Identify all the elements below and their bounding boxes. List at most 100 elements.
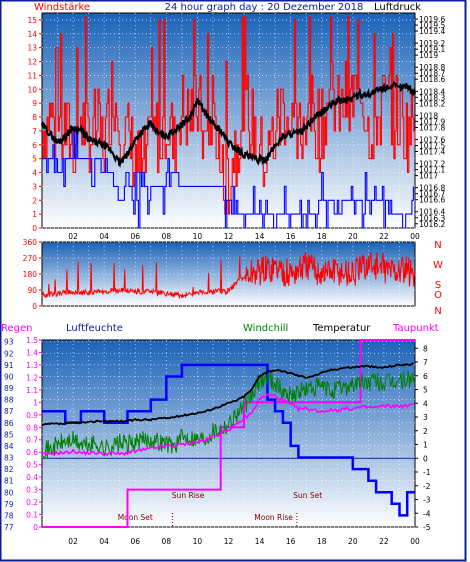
x-tick-label: 08: [162, 232, 172, 241]
x-tick-label: 04: [99, 232, 109, 241]
luftfeuchte-tick-label: 85: [4, 430, 14, 439]
luftfeuchte-tick-label: 79: [4, 500, 14, 509]
windstaerke-tick-label: 4: [32, 169, 37, 178]
compass-label: N: [434, 240, 441, 251]
x-tick-label-bottom: 02: [68, 537, 78, 546]
windstaerke-tick-label: 15: [27, 16, 37, 25]
compass-label: S: [435, 280, 441, 291]
direction-tick-label: 0: [32, 302, 37, 311]
temperatur-tick-label: -1: [423, 468, 431, 477]
windstaerke-tick-label: 8: [32, 113, 37, 122]
x-tick-label-bottom: 04: [99, 537, 109, 546]
luftdruck-tick-label: 1019: [419, 51, 438, 60]
compass-label: O: [434, 290, 442, 301]
luftdruck-tick-label: 1019.2: [419, 39, 445, 48]
x-tick-label: 12: [224, 232, 234, 241]
direction-tick-label: 180: [23, 270, 38, 279]
luftdruck-tick-label: 1016.6: [419, 196, 445, 205]
legend-regen: Regen: [1, 323, 33, 334]
windstaerke-tick-label: 12: [27, 58, 37, 67]
x-tick-label-bottom: 22: [379, 537, 389, 546]
temperatur-tick-label: 5: [423, 386, 428, 395]
x-tick-label-bottom: 12: [224, 537, 234, 546]
regen-tick-label: 0.3: [26, 486, 38, 495]
luftfeuchte-tick-label: 90: [4, 372, 14, 381]
luftfeuchte-line: [42, 363, 415, 517]
wind-average-line: [42, 130, 414, 229]
temperatur-tick-label: -3: [423, 496, 431, 505]
regen-tick-label: 1.1: [26, 386, 38, 395]
regen-tick-label: 0.8: [26, 423, 38, 432]
x-tick-label: 06: [130, 232, 140, 241]
luftdruck-tick-label: 1017.5: [419, 141, 445, 150]
windstaerke-tick-label: 5: [32, 155, 37, 164]
temperatur-tick-label: -2: [423, 482, 431, 491]
luftfeuchte-tick-label: 86: [4, 419, 14, 428]
luftfeuchte-tick-label: 88: [4, 396, 14, 405]
luftfeuchte-tick-label: 91: [4, 361, 14, 370]
x-tick-label: 02: [68, 232, 78, 241]
luftdruck-tick-label: 1016.4: [419, 208, 445, 217]
windrichtung-line: [41, 251, 416, 300]
luftfeuchte-tick-label: 83: [4, 454, 14, 463]
luftdruck-tick-label: 1018.4: [419, 87, 445, 96]
luftfeuchte-tick-label: 82: [4, 465, 14, 474]
luftdruck-tick-label: 1018.8: [419, 63, 445, 72]
x-tick-label-bottom: 18: [317, 537, 327, 546]
x-tick-label: 16: [286, 232, 296, 241]
regen-tick-label: 0.2: [26, 498, 38, 507]
luftdruck-label: Luftdruck: [374, 2, 421, 13]
luftdruck-tick-label: 1018.6: [419, 75, 445, 84]
regen-tick-label: 1.2: [26, 373, 38, 382]
luftdruck-tick-label: 1016.7: [419, 190, 445, 199]
luftdruck-tick-label: 1017.6: [419, 135, 445, 144]
legend-temperatur: Temperatur: [312, 323, 371, 334]
temperatur-line: [41, 362, 414, 426]
regen-tick-label: 1: [33, 398, 38, 407]
x-tick-label: 10: [193, 232, 203, 241]
luftdruck-tick-label: 1018.2: [419, 99, 445, 108]
x-tick-label-bottom: 20: [348, 537, 358, 546]
regen-tick-label: 1.4: [26, 348, 38, 357]
panel-3-plot: [41, 339, 416, 528]
windstaerke-tick-label: 7: [32, 127, 37, 136]
regen-tick-label: 0: [33, 523, 38, 532]
luftdruck-tick-label: 1018: [419, 111, 438, 120]
x-tick-label: 20: [348, 232, 358, 241]
x-tick-label-bottom: 16: [286, 537, 296, 546]
windstaerke-tick-label: 14: [27, 30, 37, 39]
regen-tick-label: 0.9: [26, 411, 38, 420]
x-tick-label-bottom: 10: [193, 537, 203, 546]
windstaerke-tick-label: 2: [32, 196, 37, 205]
luftdruck-tick-label: 1019.6: [419, 15, 445, 24]
luftfeuchte-tick-label: 87: [4, 407, 14, 416]
temperatur-tick-label: 1: [423, 441, 428, 450]
regen-tick-label: 1.5: [26, 336, 38, 345]
temperatur-tick-label: 6: [423, 372, 428, 381]
direction-tick-label: 360: [23, 238, 38, 247]
luftdruck-tick-label: 1017: [419, 172, 438, 181]
regen-tick-label: 0.5: [26, 461, 38, 470]
luftdruck-tick-label: 1018.7: [419, 69, 445, 78]
windstaerke-tick-label: 9: [32, 99, 37, 108]
x-tick-label-bottom: 08: [162, 537, 172, 546]
sun-rise-label: Sun Rise: [172, 491, 205, 500]
luftfeuchte-tick-label: 89: [4, 384, 14, 393]
x-tick-label-bottom: 00: [410, 537, 420, 546]
luftdruck-tick-label: 1019.4: [419, 27, 445, 36]
temperatur-tick-label: 0: [423, 454, 428, 463]
compass-label: W: [433, 260, 443, 271]
luftdruck-tick-label: 1017.4: [419, 148, 445, 157]
windstaerke-tick-label: 13: [27, 44, 37, 53]
moon-rise-label: Moon Rise: [254, 513, 293, 522]
luftfeuchte-tick-label: 93: [4, 338, 14, 347]
luftdruck-tick-label: 1017.1: [419, 166, 445, 175]
temperatur-tick-label: 8: [423, 344, 428, 353]
luftfeuchte-tick-label: 92: [4, 349, 14, 358]
luftdruck-line: [41, 81, 416, 168]
taupunkt-line: [41, 393, 414, 457]
regen-tick-label: 0.7: [26, 436, 38, 445]
